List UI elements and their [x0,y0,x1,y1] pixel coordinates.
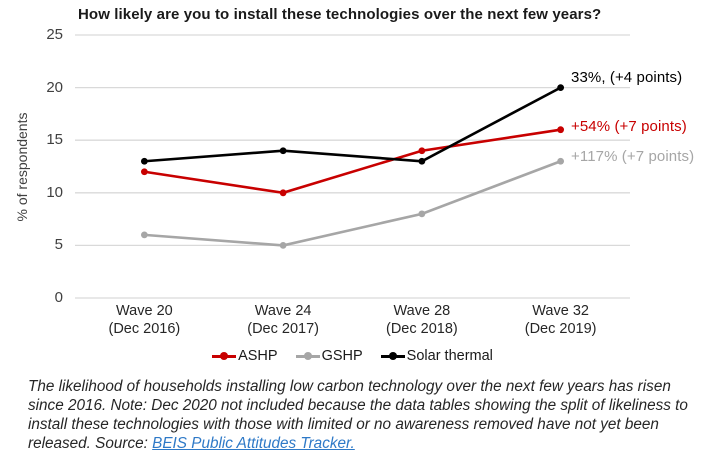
data-point-gshp [557,157,565,165]
data-point-solar-thermal [418,157,426,165]
source-link[interactable]: BEIS Public Attitudes Tracker. [152,434,355,452]
wave-label: Wave 32 [532,303,589,319]
series-line-ashp [144,128,561,195]
y-axis-tick-label: 10 [46,183,63,201]
data-point-gshp [418,210,426,218]
legend-dot-icon [220,352,229,360]
annotation-ashp: +54% (+7 points) [571,118,687,135]
x-axis-label: Wave 20 (Dec 2016) [74,302,214,338]
data-point-solar-thermal [140,157,148,165]
legend-dot-icon [303,352,312,360]
y-axis-tick-label: 0 [54,289,63,306]
data-point-ashp [140,168,148,176]
data-point-gshp [279,242,287,249]
plot-area [75,34,630,299]
y-axis-tick-label: 20 [46,78,63,96]
legend-line-marker-icon [380,352,405,360]
data-point-solar-thermal [557,84,565,91]
wave-label: Wave 24 [254,303,312,319]
y-axis-tick-label: 15 [46,131,63,149]
annotation-gshp: +117% (+7 points) [571,148,695,165]
legend-label: Solar thermal [406,348,493,364]
footnote: The likelihood of households installing … [28,378,710,454]
annotation-solar-thermal: 33%, (+4 points) [571,69,683,86]
x-axis-label: Wave 28 (Dec 2018) [352,302,492,338]
date-label: (Dec 2017) [247,321,319,337]
data-point-solar-thermal [279,147,287,155]
y-axis-tick-label: 25 [46,26,63,43]
legend-line-marker-icon [212,352,237,360]
wave-label: Wave 28 [393,303,451,319]
y-axis-tick-label: 5 [54,236,63,254]
legend-item-gshp: GSHP [295,348,363,364]
series-line-solar-thermal [144,86,562,163]
data-point-gshp [140,231,148,239]
x-axis-label: Wave 24 (Dec 2017) [213,302,353,338]
legend-label: GSHP [321,348,363,364]
legend-item-solar-thermal: Solar thermal [380,348,493,364]
legend-label: ASHP [238,348,278,364]
data-point-ashp [418,147,426,155]
date-label: (Dec 2019) [524,321,597,337]
legend: ASHP GSHP Solar thermal [75,348,630,364]
legend-dot-icon [388,352,397,360]
x-axis-label: Wave 32 (Dec 2019) [491,302,631,338]
legend-item-ashp: ASHP [212,348,278,364]
footnote-text: The likelihood of households installing … [28,378,688,452]
data-point-ashp [279,189,287,197]
series-line-gshp [144,160,562,247]
chart-title: How likely are you to install these tech… [78,6,602,23]
legend-line-marker-icon [295,352,320,360]
date-label: (Dec 2018) [386,321,458,337]
date-label: (Dec 2016) [108,321,181,337]
data-point-ashp [557,126,565,134]
wave-label: Wave 20 [116,303,173,319]
